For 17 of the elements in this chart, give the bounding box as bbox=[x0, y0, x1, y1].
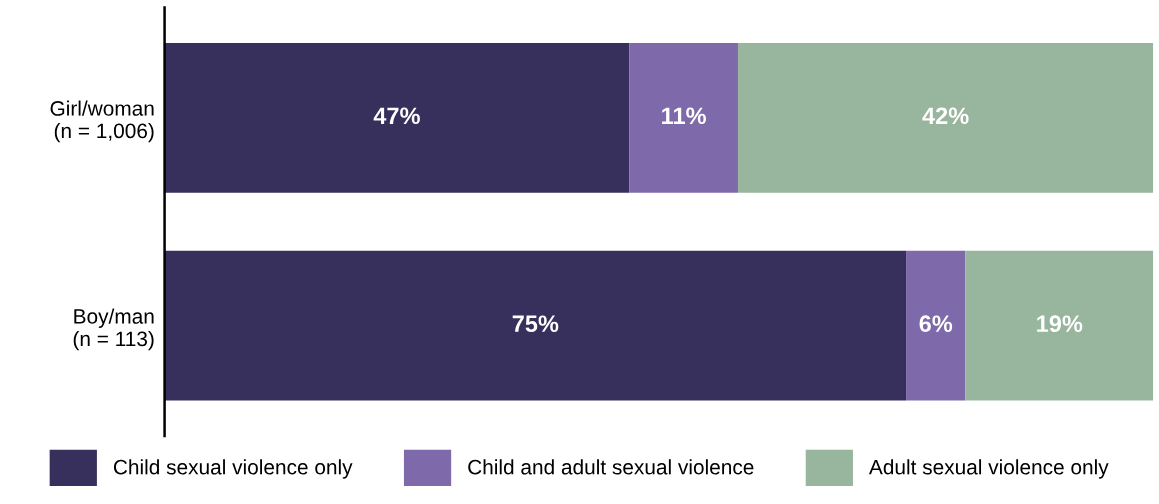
data-label: 47% bbox=[373, 107, 420, 125]
data-label: 11% bbox=[662, 107, 706, 125]
bar bbox=[906, 250, 966, 401]
bar bbox=[164, 250, 907, 401]
data-label: 42% bbox=[922, 107, 969, 125]
legend-label: Child and adult sexual violence bbox=[468, 459, 754, 475]
y-tick-label: Girl/woman (n = 1,006) bbox=[50, 100, 154, 143]
bar bbox=[629, 42, 738, 193]
legend-label: Adult sexual violence only bbox=[868, 459, 1109, 479]
bar bbox=[965, 250, 1154, 401]
legend-label: Child sexual violence only bbox=[113, 459, 353, 479]
data-label: 75% bbox=[512, 315, 559, 333]
bar bbox=[737, 42, 1154, 193]
data-label: 6% bbox=[919, 315, 953, 333]
data-label: 19% bbox=[1037, 315, 1083, 333]
y-tick-label: Boy/man (n = 113) bbox=[73, 308, 154, 351]
bar bbox=[164, 42, 630, 193]
